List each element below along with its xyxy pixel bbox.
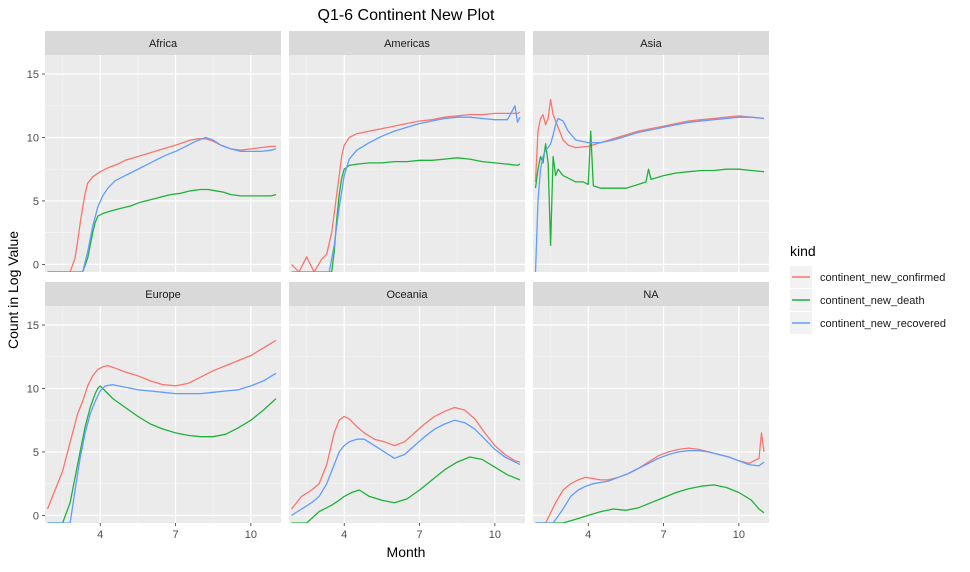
y-tick-label: 0: [33, 510, 39, 522]
x-axis-title: Month: [387, 544, 426, 560]
facet-strip: [45, 31, 281, 55]
legend-entry-continent_new_confirmed: continent_new_confirmed: [790, 266, 945, 288]
facet-strip: [289, 282, 525, 306]
series-line-continent_new_recovered: [47, 136, 277, 272]
y-tick-label: 15: [27, 320, 39, 332]
x-tick-label: 10: [489, 529, 501, 541]
series-line-continent_new_recovered: [534, 116, 765, 272]
series-line-continent_new_death: [47, 385, 277, 523]
facet-strip: [533, 31, 769, 55]
series-line-continent_new_death: [291, 157, 521, 272]
x-tick-label: 4: [341, 529, 347, 541]
chart-title: Q1-6 Continent New Plot: [318, 7, 496, 24]
series-line-continent_new_death: [47, 188, 277, 272]
series-line-continent_new_death: [291, 456, 521, 523]
series-line-continent_new_confirmed: [46, 339, 277, 510]
x-tick-label: 7: [172, 529, 178, 541]
y-tick-label: 0: [33, 259, 39, 271]
panel-americas: Americas: [289, 31, 525, 272]
legend: kind continent_new_confirmed continent_ne…: [790, 243, 946, 334]
facet-strip: [45, 282, 281, 306]
panels-layer: Africa 0 5 10 15 Americas Asia Europe 0 5 10 15 4 7 10…: [27, 31, 769, 541]
series-line-continent_new_recovered: [535, 450, 765, 523]
panel-africa: Africa 0 5 10 15: [27, 31, 281, 272]
y-tick-label: 5: [33, 447, 39, 459]
x-tick-label: 10: [733, 529, 745, 541]
panel-europe: Europe 0 5 10 15 4 7 10: [27, 282, 281, 541]
panel-oceania: Oceania 4 7 10: [289, 282, 525, 541]
x-tick-label: 7: [416, 529, 422, 541]
panel-na: NA 4 7 10: [533, 282, 769, 541]
legend-title: kind: [790, 243, 816, 259]
legend-entry-continent_new_death: continent_new_death: [790, 289, 925, 311]
series-line-continent_new_recovered: [47, 372, 277, 523]
y-axis-title: Count in Log Value: [5, 231, 21, 349]
legend-entry-continent_new_recovered: continent_new_recovered: [790, 312, 946, 334]
x-tick-label: 4: [97, 529, 103, 541]
series-line-continent_new_death: [535, 484, 765, 523]
legend-label: continent_new_recovered: [820, 318, 946, 330]
panel-background: [289, 306, 525, 523]
y-tick-label: 10: [27, 383, 39, 395]
facet-label: Asia: [640, 38, 662, 50]
facet-label: NA: [643, 289, 659, 301]
y-tick-label: 5: [33, 196, 39, 208]
series-line-continent_new_death: [534, 130, 765, 247]
panel-background: [45, 306, 281, 523]
panel-background: [533, 306, 769, 523]
x-tick-label: 7: [660, 529, 666, 541]
x-tick-label: 10: [245, 529, 257, 541]
series-line-continent_new_confirmed: [290, 406, 521, 510]
facet-label: Oceania: [387, 289, 429, 301]
panel-asia: Asia: [533, 31, 769, 272]
legend-label: continent_new_confirmed: [820, 272, 945, 284]
panel-background: [533, 55, 769, 272]
facet-strip: [289, 31, 525, 55]
y-tick-label: 15: [27, 69, 39, 81]
facet-strip: [533, 282, 769, 306]
x-tick-label: 4: [585, 529, 591, 541]
panel-background: [45, 55, 281, 272]
series-line-continent_new_recovered: [291, 419, 521, 516]
legend-label: continent_new_death: [820, 295, 925, 307]
y-tick-label: 10: [27, 132, 39, 144]
facet-label: Americas: [384, 38, 430, 50]
series-line-continent_new_confirmed: [291, 111, 521, 272]
facet-label: Europe: [145, 289, 180, 301]
facet-label: Africa: [149, 38, 178, 50]
panel-background: [289, 55, 525, 272]
series-line-continent_new_recovered: [291, 105, 521, 272]
